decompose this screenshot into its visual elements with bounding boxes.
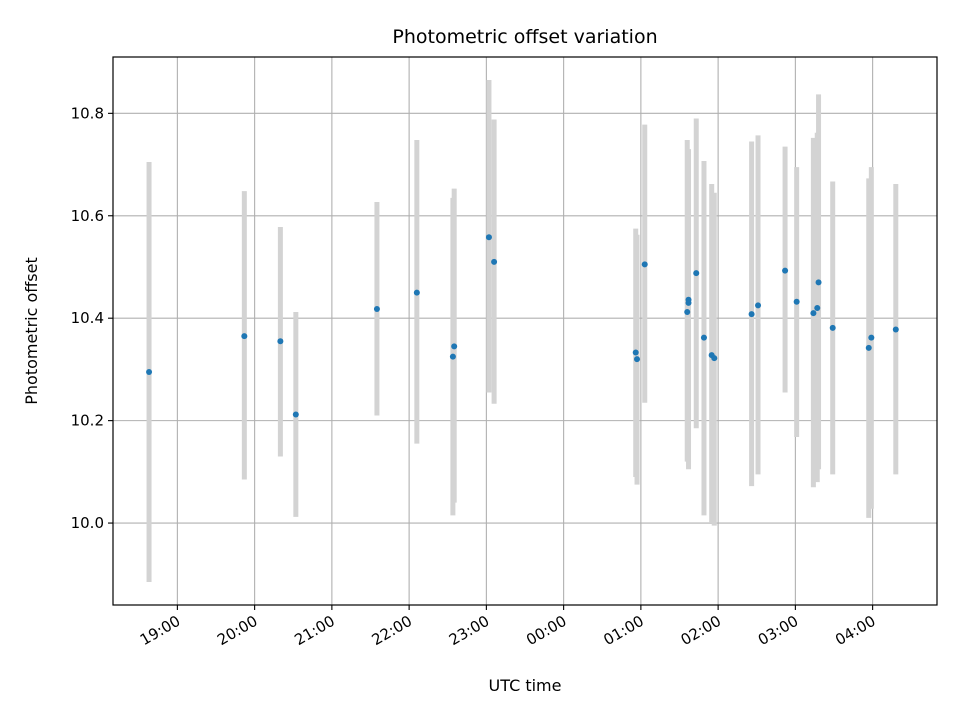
data-point: [892, 326, 899, 333]
data-point: [810, 310, 817, 317]
data-point: [815, 279, 822, 286]
data-points: [146, 234, 899, 418]
y-axis-title: Photometric offset: [22, 257, 41, 405]
data-point: [277, 338, 284, 345]
data-point: [700, 334, 707, 341]
data-point: [241, 333, 248, 340]
y-tick-label: 10.6: [71, 207, 104, 225]
y-tick-label: 10.4: [71, 309, 104, 327]
data-point: [868, 334, 875, 341]
data-point: [449, 353, 456, 360]
data-point: [814, 304, 821, 311]
data-point: [782, 267, 789, 274]
data-point: [829, 324, 836, 331]
data-point: [793, 298, 800, 305]
x-axis-title: UTC time: [489, 676, 562, 695]
data-point: [693, 270, 700, 277]
y-tick-label: 10.2: [71, 412, 104, 430]
plot-frame: [112, 56, 938, 606]
data-point: [485, 234, 492, 241]
data-point: [451, 343, 458, 350]
data-point: [491, 258, 498, 265]
data-point: [755, 302, 762, 309]
y-tick-label: 10.0: [71, 514, 104, 532]
data-point: [632, 349, 639, 356]
data-point: [641, 261, 648, 268]
data-point: [634, 356, 641, 363]
chart-title: Photometric offset variation: [392, 26, 657, 48]
data-point: [413, 289, 420, 296]
data-point: [685, 299, 692, 306]
data-point: [292, 411, 299, 418]
data-point: [748, 311, 755, 318]
data-point: [684, 309, 691, 316]
data-point: [865, 344, 872, 351]
data-point: [146, 368, 153, 375]
data-point: [711, 355, 718, 362]
y-tick-label: 10.8: [71, 104, 104, 122]
data-point: [373, 305, 380, 312]
